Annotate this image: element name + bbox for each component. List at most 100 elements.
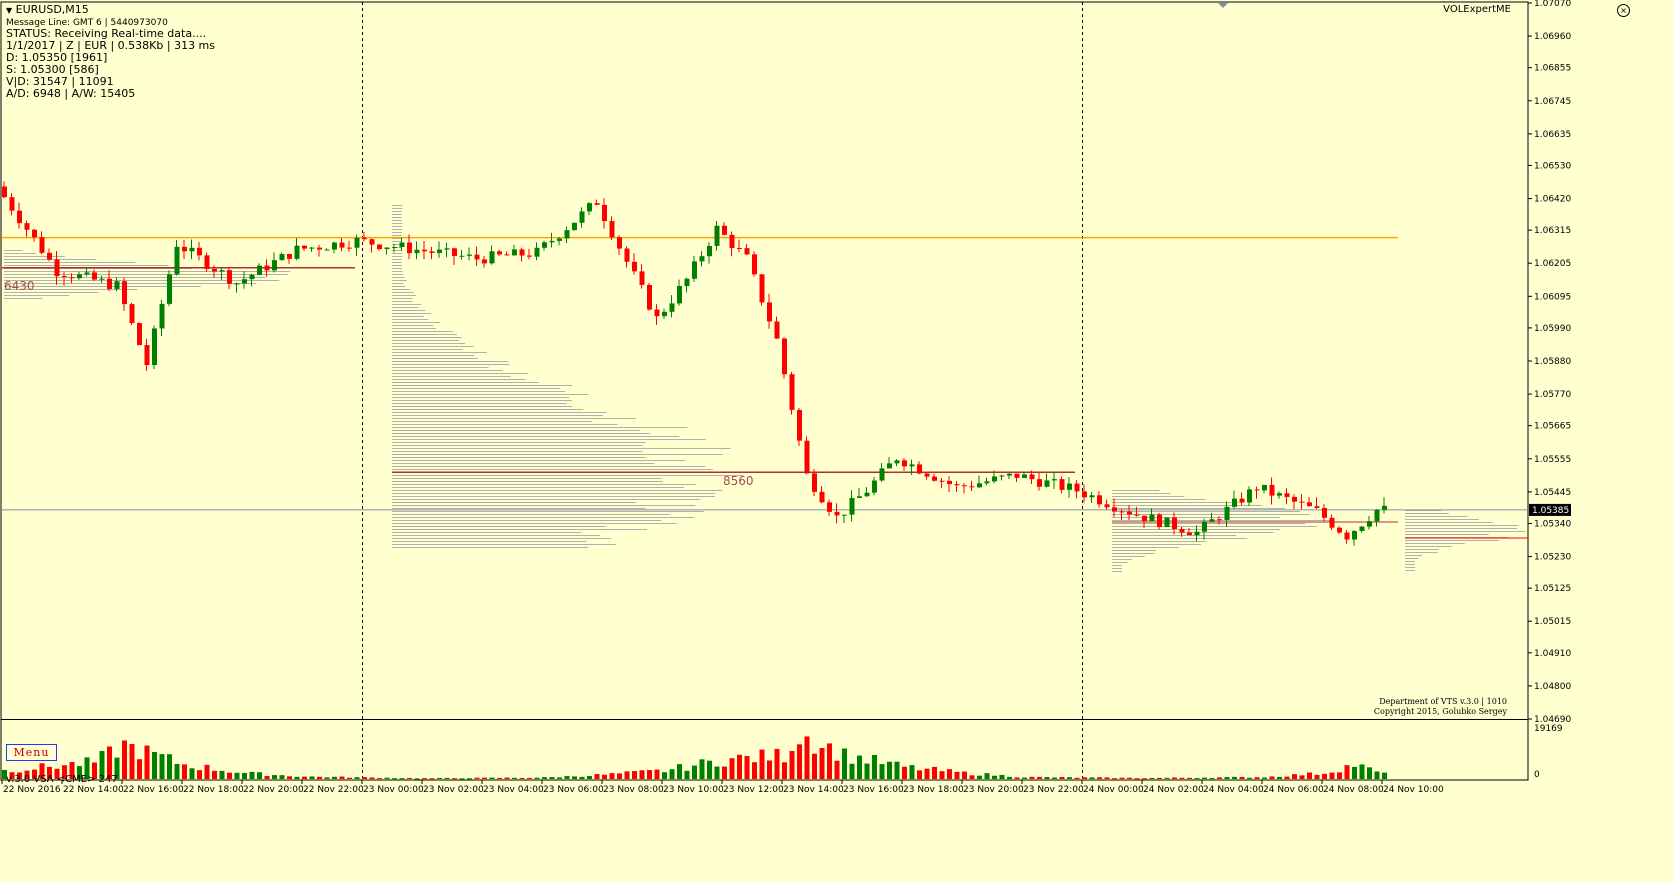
- candle-body[interactable]: [834, 511, 840, 516]
- candle-body[interactable]: [932, 476, 937, 481]
- candle-body[interactable]: [317, 247, 322, 250]
- candle-body[interactable]: [969, 486, 975, 488]
- candle-body[interactable]: [512, 249, 517, 256]
- candle-body[interactable]: [1157, 514, 1162, 527]
- candle-body[interactable]: [827, 502, 832, 512]
- candle-body[interactable]: [159, 303, 165, 329]
- candle-body[interactable]: [1089, 495, 1095, 498]
- candle-body[interactable]: [609, 221, 615, 238]
- candle-body[interactable]: [69, 277, 75, 279]
- candle-body[interactable]: [1187, 532, 1192, 536]
- candle-body[interactable]: [1082, 491, 1087, 498]
- candle-body[interactable]: [1314, 506, 1320, 508]
- candle-body[interactable]: [212, 268, 217, 272]
- candle-body[interactable]: [857, 496, 862, 498]
- candle-body[interactable]: [287, 253, 292, 259]
- candle-body[interactable]: [954, 484, 960, 486]
- candle-body[interactable]: [174, 246, 180, 275]
- candle-body[interactable]: [1284, 493, 1290, 497]
- candle-body[interactable]: [2, 186, 7, 198]
- candle-body[interactable]: [482, 259, 487, 264]
- candle-body[interactable]: [1104, 504, 1110, 508]
- candle-body[interactable]: [324, 249, 330, 251]
- candle-body[interactable]: [77, 274, 82, 279]
- candle-body[interactable]: [722, 225, 727, 235]
- candle-body[interactable]: [339, 242, 345, 248]
- candle-body[interactable]: [1202, 521, 1207, 532]
- candle-body[interactable]: [1344, 532, 1350, 540]
- candle-body[interactable]: [744, 248, 750, 255]
- menu-button[interactable]: Menu: [6, 744, 57, 761]
- candle-body[interactable]: [894, 460, 900, 464]
- candle-body[interactable]: [1059, 479, 1065, 490]
- candle-body[interactable]: [654, 309, 660, 317]
- candle-body[interactable]: [474, 254, 480, 260]
- candle-body[interactable]: [1097, 495, 1102, 505]
- candle-body[interactable]: [249, 274, 255, 280]
- candle-body[interactable]: [1074, 483, 1080, 492]
- candle-body[interactable]: [1307, 502, 1312, 507]
- candle-body[interactable]: [917, 464, 922, 474]
- candle-body[interactable]: [872, 480, 877, 493]
- candle-body[interactable]: [39, 237, 45, 253]
- candle-body[interactable]: [1119, 511, 1125, 513]
- candle-body[interactable]: [437, 249, 442, 253]
- candle-body[interactable]: [879, 468, 885, 481]
- shift-marker-icon[interactable]: [1218, 3, 1228, 8]
- candle-body[interactable]: [684, 278, 690, 287]
- candle-body[interactable]: [519, 249, 525, 256]
- candle-body[interactable]: [422, 249, 427, 252]
- candle-body[interactable]: [294, 245, 300, 259]
- candle-body[interactable]: [759, 274, 765, 303]
- candle-body[interactable]: [1179, 528, 1185, 533]
- candle-body[interactable]: [1262, 484, 1267, 491]
- candle-body[interactable]: [707, 245, 712, 257]
- candle-body[interactable]: [467, 254, 472, 256]
- candle-body[interactable]: [309, 247, 315, 249]
- candle-body[interactable]: [999, 475, 1005, 477]
- candle-body[interactable]: [587, 203, 592, 212]
- candle-body[interactable]: [789, 374, 795, 410]
- candle-body[interactable]: [1269, 484, 1275, 496]
- candle-body[interactable]: [1052, 479, 1057, 481]
- candle-body[interactable]: [24, 223, 30, 230]
- candle-body[interactable]: [714, 225, 720, 246]
- candle-body[interactable]: [632, 261, 637, 272]
- candle-body[interactable]: [9, 197, 15, 211]
- candle-body[interactable]: [1022, 474, 1027, 478]
- candle-body[interactable]: [167, 274, 172, 304]
- candle-body[interactable]: [692, 261, 697, 279]
- candle-body[interactable]: [624, 248, 630, 262]
- candle-body[interactable]: [767, 302, 772, 322]
- candle-body[interactable]: [114, 281, 120, 289]
- candle-body[interactable]: [302, 245, 307, 249]
- candle-body[interactable]: [1037, 479, 1042, 487]
- candle-body[interactable]: [1254, 489, 1260, 491]
- candle-body[interactable]: [1239, 498, 1245, 503]
- candle-body[interactable]: [414, 249, 420, 254]
- candle-body[interactable]: [864, 492, 870, 497]
- candle-body[interactable]: [399, 242, 405, 248]
- candle-body[interactable]: [909, 464, 915, 467]
- candle-body[interactable]: [107, 278, 112, 289]
- candle-body[interactable]: [557, 238, 562, 241]
- candle-body[interactable]: [204, 255, 210, 269]
- candle-body[interactable]: [1149, 514, 1155, 522]
- candle-body[interactable]: [1277, 493, 1282, 496]
- candle-body[interactable]: [47, 252, 52, 260]
- candle-body[interactable]: [452, 248, 457, 257]
- candle-body[interactable]: [572, 222, 577, 231]
- candle-body[interactable]: [1112, 507, 1117, 512]
- candle-body[interactable]: [729, 234, 735, 248]
- candle-body[interactable]: [962, 485, 967, 487]
- candle-body[interactable]: [1014, 473, 1020, 478]
- candle-body[interactable]: [1164, 517, 1170, 527]
- candle-body[interactable]: [17, 210, 22, 224]
- candle-body[interactable]: [257, 265, 262, 275]
- candle-body[interactable]: [1359, 526, 1365, 532]
- candle-body[interactable]: [647, 284, 652, 310]
- candle-body[interactable]: [1044, 480, 1050, 487]
- candle-body[interactable]: [887, 463, 892, 469]
- candle-body[interactable]: [1374, 509, 1380, 522]
